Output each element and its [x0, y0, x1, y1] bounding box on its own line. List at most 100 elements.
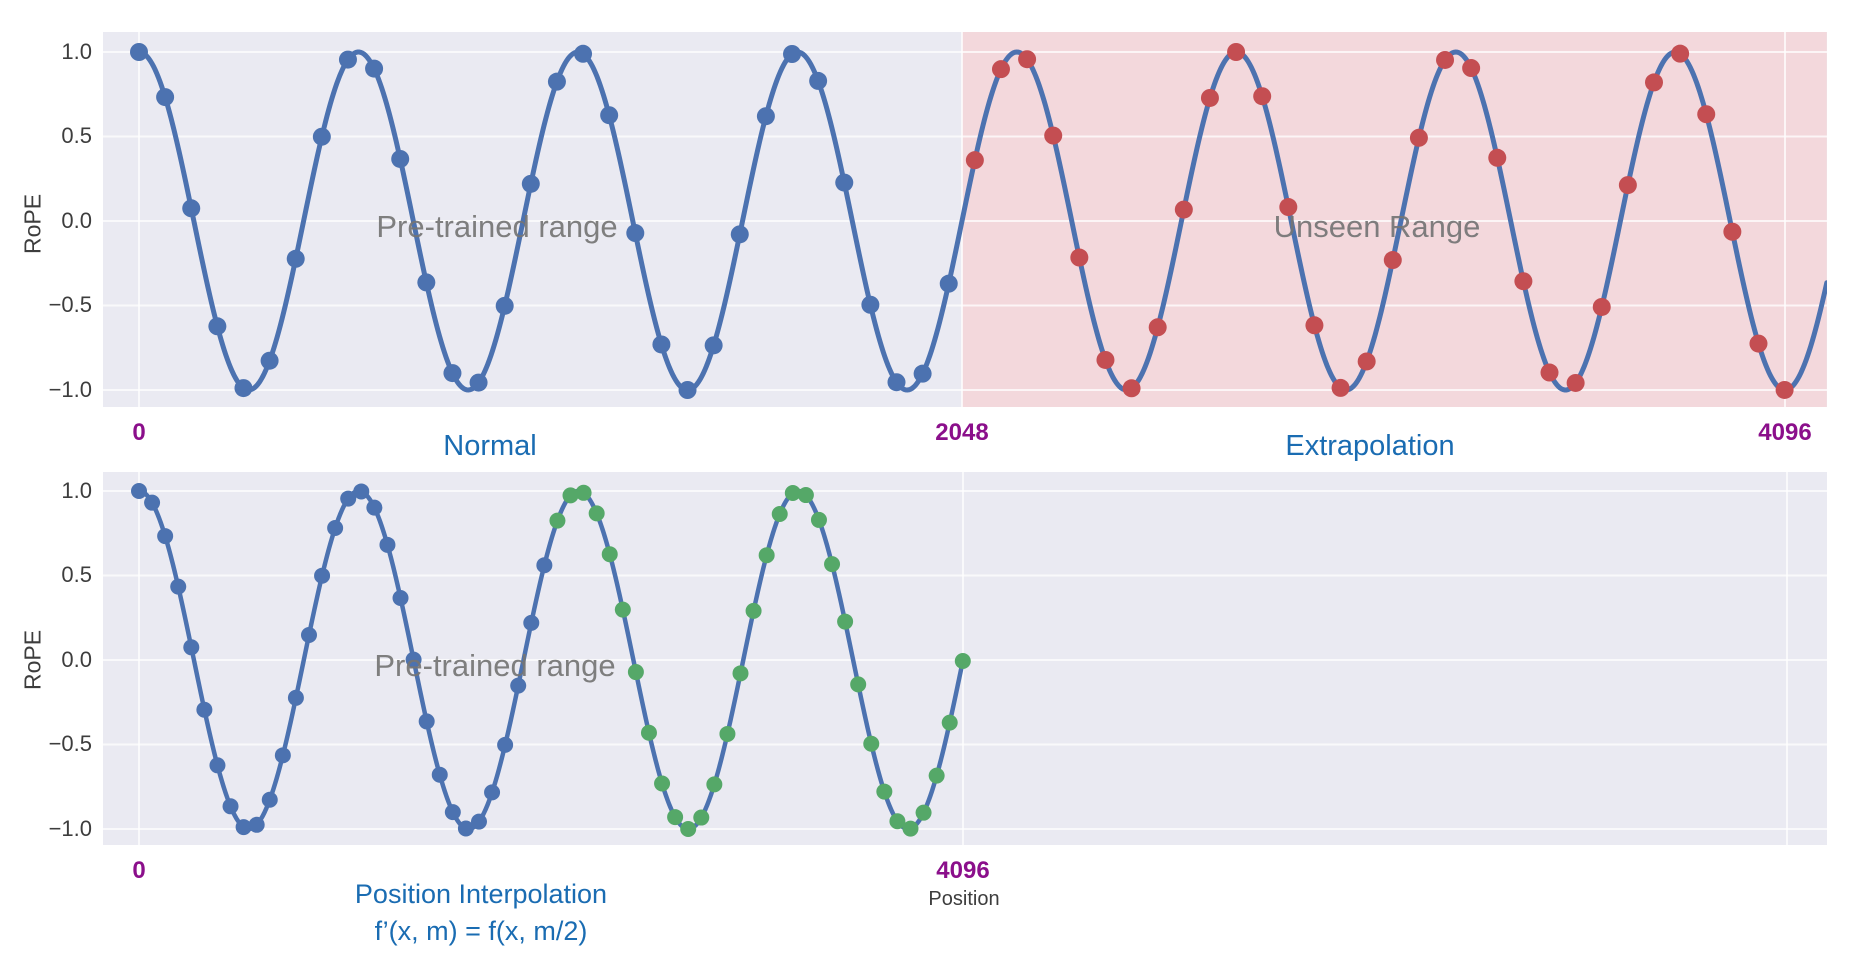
position-marker-dot: [1462, 59, 1481, 78]
position-marker-dot: [810, 511, 827, 528]
position-marker-dot: [1618, 176, 1637, 195]
position-marker-dot: [771, 506, 788, 523]
position-marker-dot: [497, 736, 514, 753]
position-marker-dot: [861, 295, 880, 314]
rope-curve: [136, 488, 966, 832]
pretrained-range-annotation-bottom: Pre-trained range: [374, 648, 616, 683]
position-marker-dot: [1671, 44, 1690, 63]
position-marker-dot: [379, 536, 396, 553]
position-marker-dot: [887, 373, 906, 392]
position-marker-dot: [260, 351, 279, 370]
position-marker-dot: [991, 60, 1010, 79]
position-marker-dot: [562, 487, 579, 504]
top-xtick-4096: 4096: [1758, 419, 1812, 446]
position-marker-dot: [1331, 378, 1350, 397]
position-marker-dot: [431, 766, 448, 783]
position-marker-dot: [654, 775, 671, 792]
top-plot-area: [103, 32, 1827, 407]
position-marker-dot: [824, 556, 841, 573]
top-xtick-2048: 2048: [935, 419, 989, 446]
position-marker-dot: [954, 652, 971, 669]
position-marker-dot: [196, 701, 213, 718]
bottom-ytick-0.5: 0.5: [61, 562, 92, 587]
position-marker-dot: [706, 776, 723, 793]
position-marker-dot: [156, 88, 175, 107]
position-marker-dot: [667, 809, 684, 826]
position-marker-dot: [523, 614, 540, 631]
position-marker-dot: [1279, 198, 1298, 217]
top-ytick-0.5: 0.5: [61, 123, 92, 148]
top-ytick-1.0: 1.0: [61, 39, 92, 64]
position-marker-dot: [1253, 87, 1272, 106]
position-marker-dot: [209, 757, 226, 774]
position-marker-dot: [469, 373, 488, 392]
position-marker-dot: [1148, 318, 1167, 337]
position-marker-dot: [1592, 297, 1611, 316]
position-marker-dot: [549, 512, 566, 529]
position-interpolation-title: Position Interpolation: [354, 879, 608, 909]
position-marker-dot: [1749, 334, 1768, 353]
position-marker-dot: [640, 724, 657, 741]
position-marker-dot: [1070, 248, 1089, 267]
position-marker-dot: [809, 71, 828, 90]
bottom-ytick-neg0.5: −0.5: [48, 731, 92, 756]
position-marker-dot: [680, 821, 697, 837]
position-marker-dot: [913, 364, 932, 383]
position-marker-dot: [392, 589, 409, 606]
position-marker-dot: [1723, 222, 1742, 241]
position-marker-dot: [678, 381, 697, 399]
position-marker-dot: [261, 791, 278, 808]
pretrained-range-annotation-top: Pre-trained range: [376, 209, 618, 244]
position-marker-dot: [131, 483, 147, 499]
position-marker-dot: [234, 379, 253, 398]
position-marker-dot: [182, 199, 201, 218]
position-marker-dot: [222, 798, 239, 815]
position-marker-dot: [536, 557, 553, 574]
bottom-xtick-0: 0: [132, 857, 146, 884]
unseen-range-region: [962, 32, 1827, 407]
position-marker-dot: [510, 677, 527, 694]
bottom-xtick-4096: 4096: [936, 857, 990, 884]
position-marker-dot: [353, 483, 370, 500]
position-marker-dot: [457, 820, 474, 837]
position-marker-dot: [915, 804, 932, 821]
position-marker-dot: [627, 664, 644, 681]
position-marker-dot: [730, 225, 749, 244]
position-marker-dot: [470, 813, 487, 830]
position-marker-dot: [312, 127, 331, 146]
position-marker-dot: [965, 151, 984, 170]
position-marker-dot: [338, 50, 357, 69]
position-marker-dot: [784, 485, 801, 501]
position-marker-dot: [745, 602, 762, 619]
rope-curve: [136, 49, 1827, 393]
bottom-ytick-0.0: 0.0: [61, 647, 92, 672]
position-marker-dot: [248, 816, 265, 833]
position-marker-dot: [1566, 373, 1585, 392]
position-marker-dot: [797, 487, 814, 504]
position-marker-dot: [850, 676, 867, 693]
position-interpolation-formula: f’(x, m) = f(x, m/2): [374, 916, 588, 946]
position-marker-dot: [876, 783, 893, 800]
position-marker-dot: [418, 713, 435, 730]
position-marker-dot: [208, 317, 227, 336]
position-marker-dot: [1018, 50, 1037, 69]
position-marker-dot: [732, 665, 749, 682]
bottom-ytick-neg1.0: −1.0: [48, 816, 92, 841]
position-marker-dot: [941, 714, 958, 731]
position-marker-dot: [340, 490, 357, 507]
top-ytick-neg1.0: −1.0: [48, 377, 92, 402]
position-marker-dot: [693, 809, 710, 826]
position-marker-dot: [405, 651, 422, 668]
position-marker-dot: [652, 335, 671, 354]
position-interpolation-label-block: Position Interpolation f’(x, m) = f(x, m…: [355, 876, 607, 950]
position-marker-dot: [444, 804, 461, 821]
position-marker-dot: [235, 819, 252, 836]
position-marker-dot: [314, 567, 331, 584]
position-marker-dot: [391, 149, 410, 168]
position-marker-dot: [783, 45, 802, 63]
position-marker-dot: [574, 44, 593, 63]
position-marker-dot: [300, 627, 317, 644]
top-ytick-0.0: 0.0: [61, 208, 92, 233]
position-marker-dot: [1540, 363, 1559, 382]
position-marker-dot: [547, 72, 566, 91]
